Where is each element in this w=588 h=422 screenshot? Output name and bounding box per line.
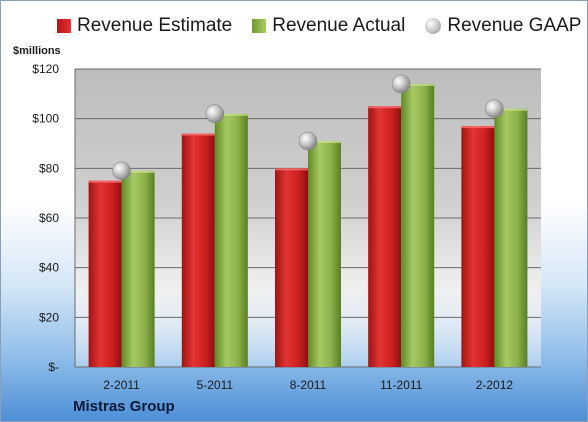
bar-revenue-estimate-top [88, 180, 122, 183]
y-tick-label: $100 [32, 112, 59, 126]
legend-label-estimate: Revenue Estimate [77, 15, 233, 36]
legend-item-actual: Revenue Actual [252, 15, 405, 37]
bar-revenue-actual [494, 108, 528, 367]
bar-revenue-estimate [275, 168, 308, 367]
x-tick-label: 5-2011 [197, 378, 234, 392]
legend-item-estimate: Revenue Estimate [57, 15, 232, 37]
gaap-marker [112, 161, 131, 181]
legend-swatch-actual [252, 19, 267, 33]
gaap-marker [485, 99, 504, 119]
y-tick-label: $80 [39, 161, 59, 175]
bar-revenue-actual [308, 141, 341, 367]
bar-revenue-estimate-top [275, 168, 308, 171]
bar-revenue-actual [121, 170, 155, 367]
bar-revenue-actual-top [308, 141, 341, 144]
legend-label-gaap: Revenue GAAP [447, 15, 582, 36]
bars [88, 83, 528, 368]
y-ticks: $- $20 $40 $60 $80 $100 $120 [32, 62, 59, 374]
gaap-markers [112, 74, 504, 181]
y-tick-label: $20 [39, 310, 59, 324]
bar-revenue-actual [401, 83, 435, 368]
gaap-marker [391, 74, 411, 94]
bar-revenue-actual-top [214, 113, 248, 116]
x-tick-label: 2-2012 [476, 378, 514, 392]
legend-label-actual: Revenue Actual [272, 15, 406, 36]
bar-revenue-actual-top [401, 83, 435, 86]
x-tick-label: 8-2011 [290, 378, 327, 392]
gaap-marker [298, 131, 318, 151]
y-tick-label: $- [48, 360, 59, 374]
bar-revenue-estimate-top [368, 106, 402, 109]
bar-revenue-estimate-top [461, 126, 495, 129]
bar-revenue-estimate [461, 126, 495, 367]
bar-revenue-actual-top [494, 108, 528, 111]
bar-revenue-estimate-top [181, 133, 215, 136]
y-axis-label: $millions [13, 45, 61, 57]
y-tick-label: $40 [39, 261, 59, 275]
bar-revenue-actual-top [121, 170, 155, 173]
legend-swatch-gaap [425, 18, 442, 34]
y-tick-label: $60 [39, 211, 59, 225]
x-tick-label: 2-2011 [103, 378, 140, 392]
bar-revenue-actual [214, 113, 248, 367]
x-ticks: 2-2011 5-2011 8-2011 11-2011 2-2012 [103, 378, 513, 392]
x-tick-label: 11-2011 [380, 378, 423, 392]
y-tick-label: $120 [32, 62, 59, 76]
gaap-marker [205, 104, 225, 123]
legend-swatch-estimate [57, 19, 71, 33]
legend-item-gaap: Revenue GAAP [425, 15, 581, 37]
legend: Revenue Estimate Revenue Actual Revenue … [57, 15, 581, 37]
bar-revenue-estimate [181, 133, 215, 367]
bar-revenue-estimate [368, 106, 402, 367]
bar-revenue-estimate [88, 180, 122, 367]
company-name: Mistras Group [73, 398, 175, 415]
